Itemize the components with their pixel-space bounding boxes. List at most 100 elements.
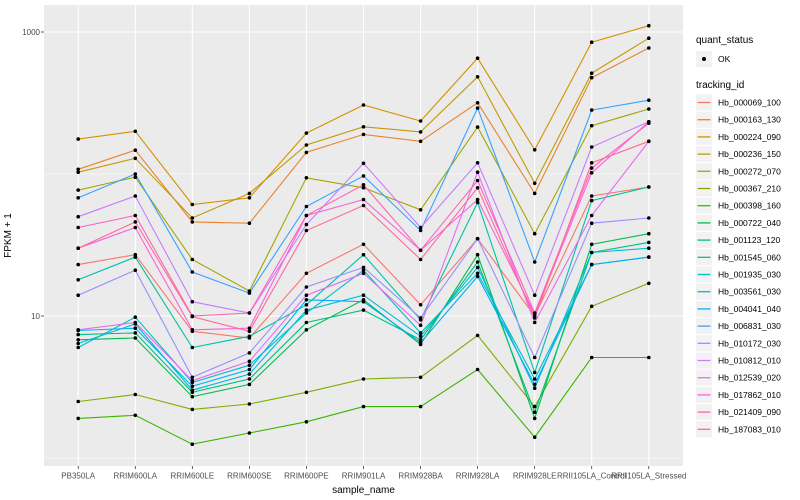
- data-point: [304, 131, 309, 135]
- data-point: [361, 132, 366, 137]
- data-point: [589, 242, 594, 247]
- legend-entry: Hb_001545_060: [696, 249, 781, 266]
- data-point: [589, 221, 594, 225]
- x-tick-label: PB350LA: [61, 472, 95, 481]
- data-point: [190, 314, 195, 319]
- data-point: [76, 246, 80, 250]
- data-point: [247, 326, 252, 331]
- y-tick-label: 10: [31, 312, 40, 321]
- data-point: [475, 101, 480, 105]
- data-point: [475, 252, 480, 257]
- data-point: [647, 355, 651, 360]
- legend-entry: Hb_012539_020: [696, 369, 781, 386]
- data-point: [647, 255, 651, 259]
- data-point: [133, 336, 138, 340]
- legend-entry: Hb_000722_040: [696, 214, 781, 231]
- legend-entry: Hb_187083_010: [696, 421, 781, 438]
- data-point: [133, 129, 138, 134]
- data-point: [304, 228, 309, 233]
- data-point: [304, 308, 309, 312]
- data-point: [76, 137, 80, 141]
- data-point: [475, 333, 480, 338]
- data-point: [133, 392, 138, 397]
- data-point: [247, 191, 252, 196]
- data-point: [133, 255, 138, 259]
- data-point: [532, 370, 537, 375]
- data-point: [361, 242, 366, 247]
- data-point: [532, 231, 537, 236]
- x-tick-label: RRIM600SE: [227, 472, 271, 481]
- data-point: [532, 404, 537, 409]
- legend-entry-label: Hb_000163_130: [718, 115, 781, 125]
- data-points: [76, 23, 651, 447]
- data-point: [475, 271, 480, 276]
- data-point: [247, 221, 252, 225]
- data-point: [589, 304, 594, 309]
- legend-entry: Hb_000398_160: [696, 197, 781, 214]
- data-point: [76, 338, 80, 342]
- data-point: [589, 166, 594, 170]
- data-point: [190, 345, 195, 350]
- legend-entry-label: Hb_001545_060: [718, 252, 781, 262]
- data-point: [418, 139, 423, 144]
- data-point: [304, 293, 309, 298]
- legend-entry-label: OK: [718, 54, 731, 64]
- data-point: [418, 225, 423, 230]
- data-point: [475, 106, 480, 110]
- data-point: [532, 355, 537, 360]
- legend-entry: Hb_000272_070: [696, 163, 781, 180]
- data-point: [647, 281, 651, 286]
- data-point: [247, 372, 252, 376]
- axis-ticks: [41, 31, 650, 469]
- data-point: [133, 320, 138, 325]
- data-point: [190, 407, 195, 412]
- x-tick-label: RRIM600PE: [284, 472, 328, 481]
- data-point: [361, 268, 366, 273]
- data-point: [361, 183, 366, 187]
- data-point: [475, 200, 480, 205]
- data-point: [475, 125, 480, 129]
- x-tick-label: RRIM928LA: [456, 472, 500, 481]
- data-point: [475, 274, 480, 279]
- data-point: [418, 208, 423, 212]
- data-point: [418, 130, 423, 134]
- data-point: [418, 316, 423, 320]
- data-point: [418, 404, 423, 409]
- data-point: [418, 334, 423, 339]
- data-point: [133, 172, 138, 176]
- data-point: [532, 148, 537, 152]
- data-point: [589, 161, 594, 165]
- data-point: [76, 262, 80, 267]
- data-point: [647, 216, 651, 220]
- data-point: [190, 384, 195, 389]
- legend-title-quant-status: quant_status: [696, 35, 753, 46]
- data-point: [361, 186, 366, 190]
- legend-entry: Hb_000163_130: [696, 111, 781, 128]
- data-point: [304, 320, 309, 325]
- data-point: [133, 213, 138, 218]
- data-point: [247, 367, 252, 372]
- data-point: [475, 265, 480, 270]
- legend-entry-label: Hb_000722_040: [718, 218, 781, 228]
- legend-entry: Hb_006831_030: [696, 318, 781, 335]
- data-point: [532, 293, 537, 298]
- legend-entry: Hb_001935_030: [696, 266, 781, 283]
- data-point: [304, 285, 309, 289]
- data-point: [247, 311, 252, 315]
- data-point: [589, 71, 594, 75]
- legend-entry-label: Hb_004041_040: [718, 304, 781, 314]
- data-point: [361, 203, 366, 208]
- legend-entry-label: Hb_006831_030: [718, 321, 781, 331]
- data-point: [647, 185, 651, 189]
- data-point: [418, 228, 423, 233]
- data-point: [304, 213, 309, 218]
- data-point: [190, 378, 195, 383]
- data-point: [418, 248, 423, 253]
- legend-entry-label: Hb_000398_160: [718, 201, 781, 211]
- data-point: [304, 143, 309, 147]
- legend-entry-label: Hb_017862_010: [718, 390, 781, 400]
- data-point: [418, 119, 423, 123]
- legend-entry: Hb_000069_100: [696, 94, 781, 111]
